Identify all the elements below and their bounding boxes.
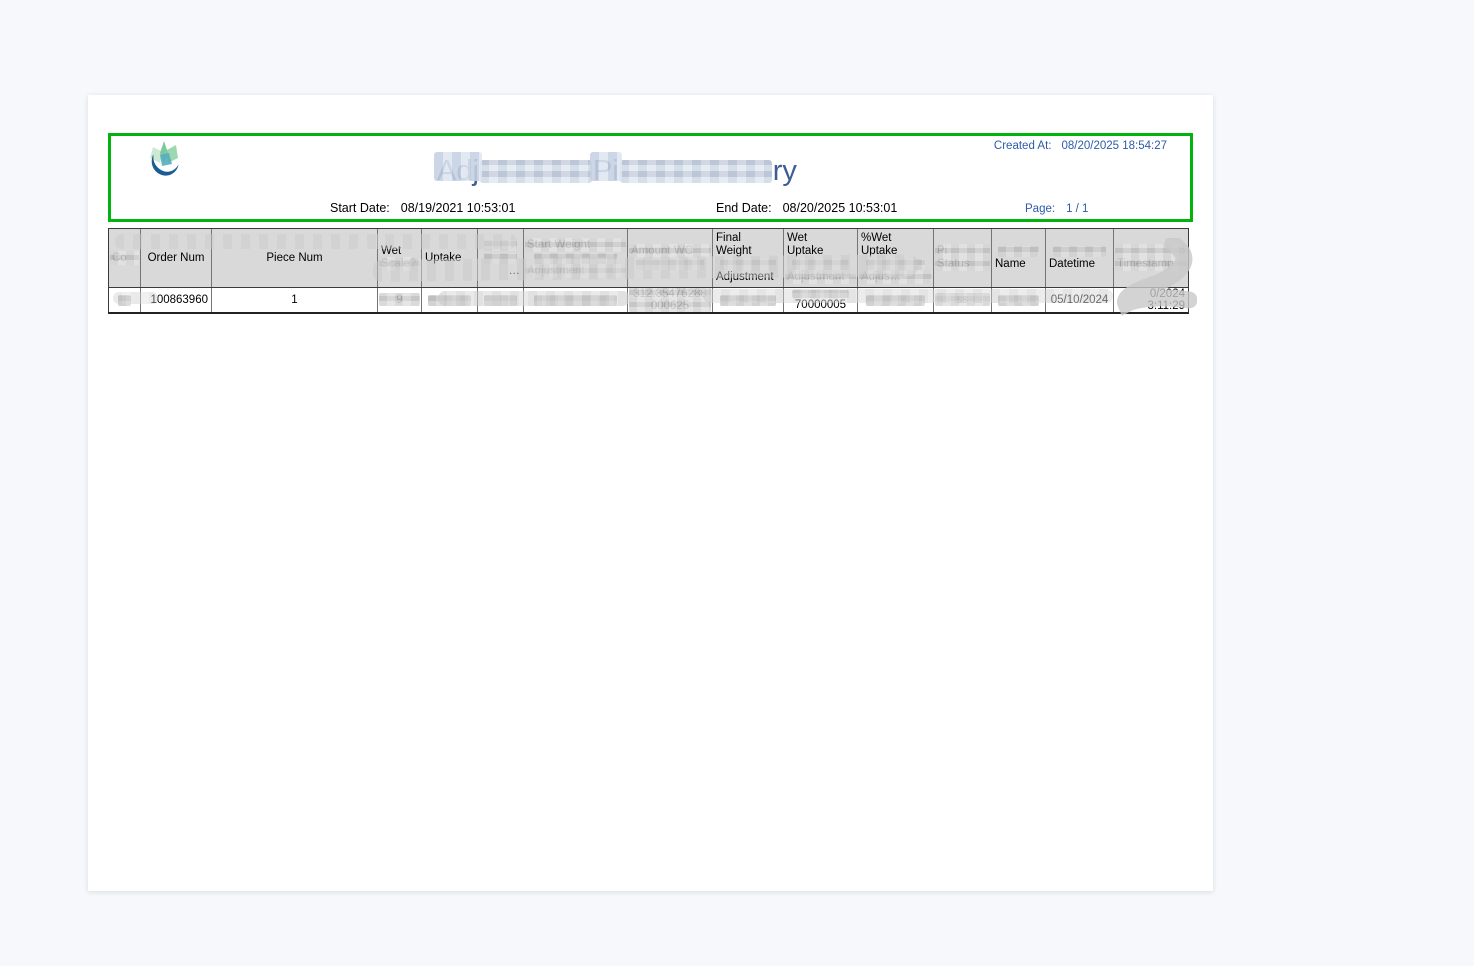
redacted-text (998, 246, 1039, 257)
page-number-value: 1 / 1 (1066, 203, 1089, 215)
redaction-smudge (703, 289, 1113, 303)
cell-col-1 (109, 288, 141, 312)
start-date-value: 08/19/2021 10:53:01 (400, 201, 516, 215)
col-header-piece-num: Piece Num (212, 229, 378, 287)
start-date-label: Start Date: (330, 201, 390, 215)
end-date-value: 08/20/2025 10:53:01 (782, 201, 898, 215)
page-number: Page: 1 / 1 (1025, 203, 1088, 215)
cell-text: Wet (787, 232, 808, 244)
cell-text: Order Num (147, 251, 205, 264)
cell-wet-scale: 9 (378, 288, 422, 312)
partially-redacted-text: Pi (935, 244, 990, 258)
partially-redacted-text: Status (935, 257, 990, 271)
cell-piece-num: 1 (212, 288, 378, 312)
created-at-label: Created At: (993, 140, 1052, 152)
cell-text: 100863960 (150, 294, 208, 306)
report-header-box: Created At: 08/20/2025 18:54:27 Adj Pi r… (108, 133, 1193, 222)
start-date: Start Date: 08/19/2021 10:53:01 (330, 201, 515, 215)
col-header-col-1: Co (109, 229, 141, 287)
col-header-order-num: Order Num (141, 229, 212, 287)
cell-text: Datetime (1049, 258, 1096, 270)
partially-redacted-text: 9 (379, 293, 420, 306)
redacted-text (1053, 246, 1106, 257)
title-fragment-start: Adj (434, 152, 482, 187)
cell-text: Wet (381, 245, 402, 257)
redaction-smudge (113, 292, 158, 304)
brand-logo-icon (147, 137, 181, 179)
partially-redacted-text: 000625 (629, 299, 711, 312)
partially-redacted-text: Start Weight (525, 237, 626, 252)
created-at: Created At: 08/20/2025 18:54:27 (994, 140, 1167, 152)
cell-text: Name (995, 258, 1026, 270)
cell-order-num: 100863960 (141, 288, 212, 312)
cell-amount-wc: 312.35476288 000625 (628, 288, 713, 312)
redacted-text (483, 239, 518, 251)
title-fragment-mid: Pi (589, 152, 622, 187)
end-date: End Date: 08/20/2025 10:53:01 (716, 201, 897, 215)
cell-text: Weight (716, 245, 752, 257)
redacted-text (118, 294, 131, 306)
cell-text: Final (716, 232, 741, 244)
title-redaction (479, 159, 592, 183)
end-date-label: End Date: (716, 201, 772, 215)
report-page: Created At: 08/20/2025 18:54:27 Adj Pi r… (88, 95, 1213, 891)
partially-redacted-text: 312.35476288 (629, 288, 711, 300)
col-header-piece-status: Pi Status (934, 229, 992, 287)
title-fragment-end: ry (772, 155, 797, 187)
cell-text: Uptake (787, 245, 824, 257)
redaction-ribbon-smudge (1093, 235, 1198, 318)
partially-redacted-text: Co (110, 250, 139, 265)
col-header-datetime: Datetime (1046, 229, 1114, 287)
created-at-value: 08/20/2025 18:54:27 (1061, 140, 1167, 152)
col-header-name: Name (992, 229, 1046, 287)
partially-redacted-text: Amount WC (629, 244, 711, 258)
report-title: Adj Pi ry (434, 152, 797, 190)
cell-text: Piece Num (266, 251, 323, 264)
redaction-smudge (438, 291, 630, 306)
cell-text: %Wet (861, 232, 892, 244)
redaction-smudge (115, 234, 517, 249)
title-redaction (619, 159, 772, 183)
page-number-label: Page: (1025, 203, 1056, 215)
cell-text: 1 (291, 294, 298, 306)
cell-text: Uptake (861, 245, 898, 257)
